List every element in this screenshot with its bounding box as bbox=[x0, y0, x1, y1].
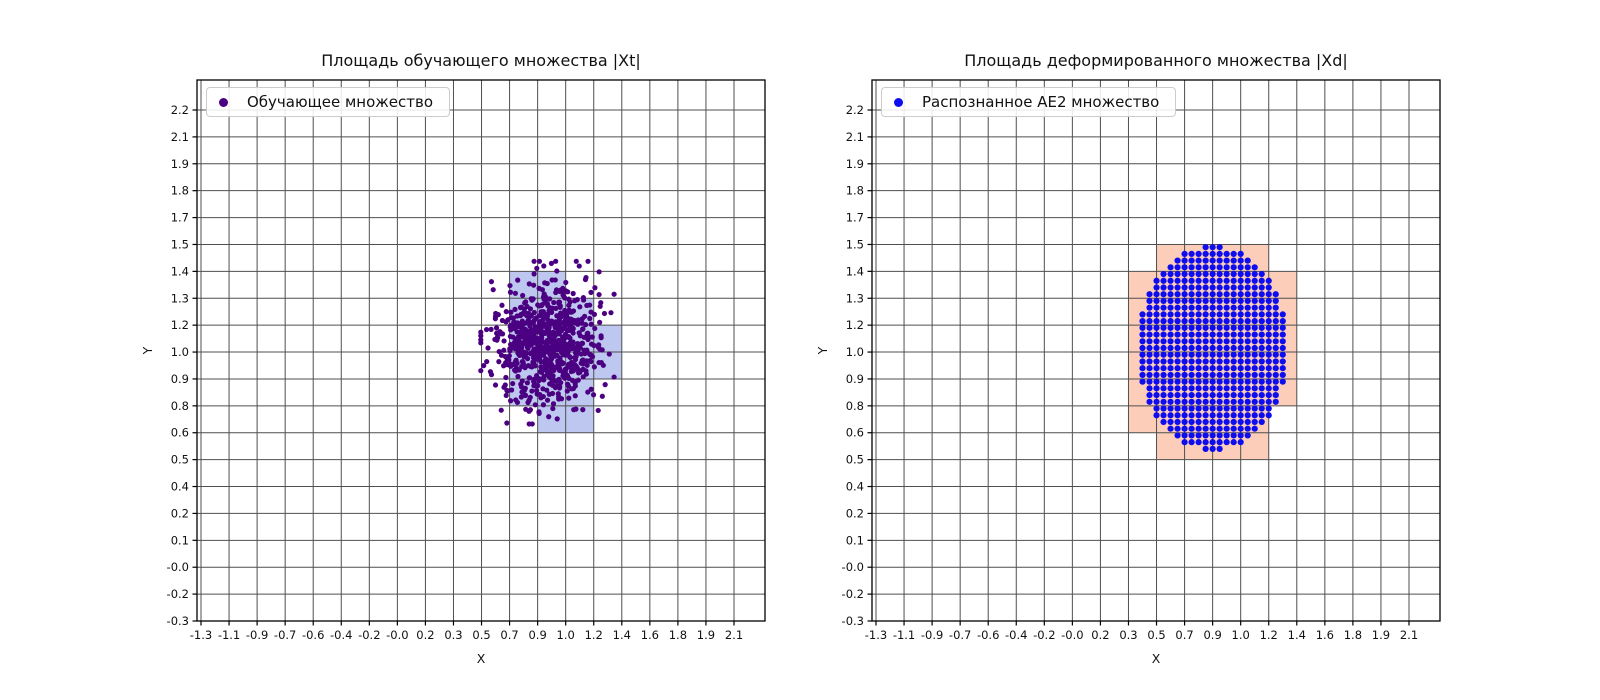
svg-text:1.0: 1.0 bbox=[171, 345, 189, 359]
svg-text:-0.3: -0.3 bbox=[842, 614, 864, 628]
scatter-marker-icon bbox=[219, 97, 228, 107]
svg-text:1.5: 1.5 bbox=[171, 237, 189, 251]
svg-text:X: X bbox=[1152, 651, 1161, 666]
svg-text:1.9: 1.9 bbox=[171, 157, 189, 171]
svg-text:1.9: 1.9 bbox=[697, 628, 715, 642]
svg-text:Y: Y bbox=[140, 346, 155, 355]
legend-label: Распознанное AE2 множество bbox=[922, 93, 1160, 111]
svg-text:2.1: 2.1 bbox=[1400, 628, 1418, 642]
svg-text:-0.0: -0.0 bbox=[1061, 628, 1083, 642]
svg-text:-0.6: -0.6 bbox=[302, 628, 324, 642]
svg-text:1.3: 1.3 bbox=[171, 291, 189, 305]
svg-text:0.2: 0.2 bbox=[171, 506, 189, 520]
svg-text:X: X bbox=[477, 651, 486, 666]
svg-text:-1.1: -1.1 bbox=[218, 628, 240, 642]
svg-text:1.7: 1.7 bbox=[846, 211, 864, 225]
svg-text:-0.2: -0.2 bbox=[1033, 628, 1055, 642]
plot-title-deformed: Площадь деформированного множества |Xd| bbox=[964, 51, 1348, 70]
svg-text:-1.3: -1.3 bbox=[865, 628, 887, 642]
svg-text:-0.4: -0.4 bbox=[1005, 628, 1027, 642]
svg-text:-0.2: -0.2 bbox=[842, 587, 864, 601]
svg-text:-0.2: -0.2 bbox=[358, 628, 380, 642]
svg-text:1.4: 1.4 bbox=[613, 628, 631, 642]
svg-text:1.2: 1.2 bbox=[1260, 628, 1278, 642]
svg-text:-0.9: -0.9 bbox=[921, 628, 943, 642]
svg-text:0.3: 0.3 bbox=[1119, 628, 1137, 642]
svg-text:1.8: 1.8 bbox=[1344, 628, 1362, 642]
svg-text:0.5: 0.5 bbox=[846, 453, 864, 467]
svg-text:1.2: 1.2 bbox=[846, 318, 864, 332]
svg-text:-1.3: -1.3 bbox=[190, 628, 212, 642]
svg-text:1.2: 1.2 bbox=[585, 628, 603, 642]
svg-text:1.6: 1.6 bbox=[641, 628, 659, 642]
svg-text:-0.7: -0.7 bbox=[274, 628, 296, 642]
svg-text:-0.9: -0.9 bbox=[246, 628, 268, 642]
svg-text:0.4: 0.4 bbox=[846, 480, 864, 494]
svg-text:-0.4: -0.4 bbox=[330, 628, 352, 642]
svg-text:0.2: 0.2 bbox=[1091, 628, 1109, 642]
svg-text:0.6: 0.6 bbox=[846, 426, 864, 440]
svg-text:0.4: 0.4 bbox=[171, 480, 189, 494]
svg-text:0.5: 0.5 bbox=[472, 628, 490, 642]
svg-text:0.5: 0.5 bbox=[1147, 628, 1165, 642]
svg-text:0.9: 0.9 bbox=[1203, 628, 1221, 642]
svg-text:1.4: 1.4 bbox=[846, 264, 864, 278]
legend-label: Обучающее множество bbox=[247, 93, 434, 111]
svg-text:0.8: 0.8 bbox=[846, 399, 864, 413]
legend-deformed: Распознанное AE2 множество bbox=[881, 87, 1177, 117]
svg-text:0.7: 0.7 bbox=[500, 628, 518, 642]
svg-text:1.0: 1.0 bbox=[557, 628, 575, 642]
svg-text:-0.7: -0.7 bbox=[949, 628, 971, 642]
svg-text:0.6: 0.6 bbox=[171, 426, 189, 440]
svg-text:0.8: 0.8 bbox=[171, 399, 189, 413]
svg-text:Y: Y bbox=[815, 346, 830, 355]
legend-training: Обучающее множество bbox=[206, 87, 451, 117]
svg-text:1.8: 1.8 bbox=[669, 628, 687, 642]
svg-text:0.1: 0.1 bbox=[171, 533, 189, 547]
svg-text:-0.0: -0.0 bbox=[842, 560, 864, 574]
svg-text:-0.0: -0.0 bbox=[386, 628, 408, 642]
svg-text:2.1: 2.1 bbox=[171, 130, 189, 144]
svg-text:0.9: 0.9 bbox=[528, 628, 546, 642]
svg-text:1.3: 1.3 bbox=[846, 291, 864, 305]
svg-text:1.4: 1.4 bbox=[171, 264, 189, 278]
plot-title-training: Площадь обучающего множества |Xt| bbox=[321, 51, 641, 70]
svg-text:0.1: 0.1 bbox=[846, 533, 864, 547]
svg-text:0.5: 0.5 bbox=[171, 453, 189, 467]
svg-text:-0.2: -0.2 bbox=[167, 587, 189, 601]
svg-text:2.2: 2.2 bbox=[171, 103, 189, 117]
svg-text:0.2: 0.2 bbox=[416, 628, 434, 642]
svg-text:2.1: 2.1 bbox=[725, 628, 743, 642]
svg-text:-0.6: -0.6 bbox=[977, 628, 999, 642]
svg-text:-0.3: -0.3 bbox=[167, 614, 189, 628]
svg-text:0.9: 0.9 bbox=[171, 372, 189, 386]
svg-text:1.9: 1.9 bbox=[1372, 628, 1390, 642]
svg-text:1.8: 1.8 bbox=[846, 184, 864, 198]
svg-text:0.3: 0.3 bbox=[444, 628, 462, 642]
svg-text:-1.1: -1.1 bbox=[893, 628, 915, 642]
svg-text:0.2: 0.2 bbox=[846, 506, 864, 520]
svg-text:1.6: 1.6 bbox=[1316, 628, 1334, 642]
svg-text:1.0: 1.0 bbox=[846, 345, 864, 359]
svg-text:1.7: 1.7 bbox=[171, 211, 189, 225]
scatter-marker-icon bbox=[894, 97, 903, 107]
svg-text:2.1: 2.1 bbox=[846, 130, 864, 144]
svg-text:1.0: 1.0 bbox=[1232, 628, 1250, 642]
svg-text:1.8: 1.8 bbox=[171, 184, 189, 198]
svg-text:0.7: 0.7 bbox=[1175, 628, 1193, 642]
svg-text:1.9: 1.9 bbox=[846, 157, 864, 171]
svg-text:1.2: 1.2 bbox=[171, 318, 189, 332]
svg-text:0.9: 0.9 bbox=[846, 372, 864, 386]
svg-text:1.5: 1.5 bbox=[846, 237, 864, 251]
svg-text:-0.0: -0.0 bbox=[167, 560, 189, 574]
svg-text:2.2: 2.2 bbox=[846, 103, 864, 117]
svg-text:1.4: 1.4 bbox=[1288, 628, 1306, 642]
